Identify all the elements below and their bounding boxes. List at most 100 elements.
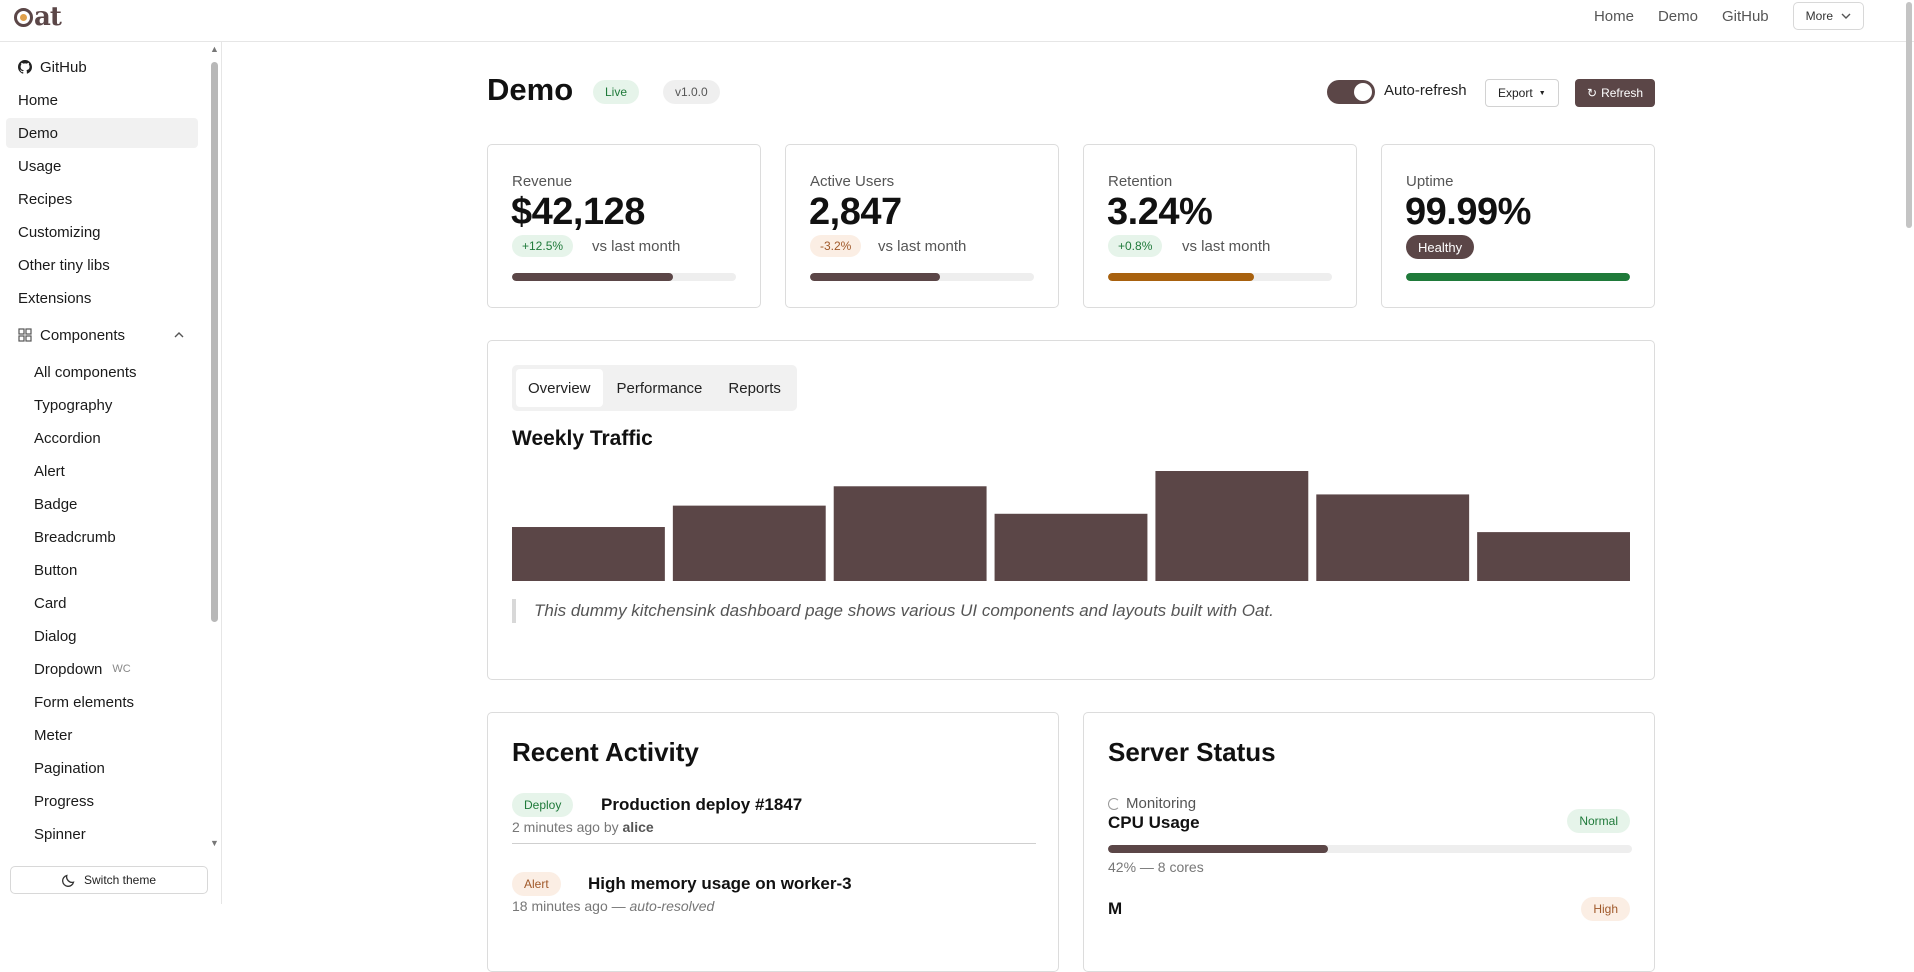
- auto-refresh-label: Auto-refresh: [1384, 82, 1467, 99]
- sidebar-item-other-tiny-libs[interactable]: Other tiny libs: [6, 250, 198, 280]
- export-label: Export: [1498, 86, 1533, 100]
- sidebar-item-usage[interactable]: Usage: [6, 151, 198, 181]
- sidebar-sub-badge[interactable]: Badge: [6, 489, 198, 519]
- export-button[interactable]: Export ▼: [1485, 79, 1559, 107]
- sidebar-item-label: GitHub: [40, 58, 87, 76]
- kpi-value: 99.99%: [1405, 191, 1531, 233]
- sidebar-group-label: Components: [40, 326, 126, 344]
- sidebar-sub-label: Button: [34, 561, 78, 579]
- sidebar-sub-label: Typography: [34, 396, 113, 414]
- sidebar-item-label: Home: [18, 91, 59, 109]
- topnav-github[interactable]: GitHub: [1721, 7, 1769, 25]
- sidebar-item-label: Demo: [18, 124, 59, 142]
- sidebar-sub-card[interactable]: Card: [6, 588, 198, 618]
- kpi-progress: [1108, 273, 1332, 281]
- sidebar-item-customizing[interactable]: Customizing: [6, 217, 198, 247]
- memory-status-badge: High: [1581, 897, 1630, 921]
- tab-reports[interactable]: Reports: [728, 379, 781, 397]
- page-scrollbar[interactable]: [1904, 0, 1914, 904]
- sidebar-sub-typography[interactable]: Typography: [6, 390, 198, 420]
- sidebar-sub-label: Spinner: [34, 825, 86, 843]
- page-scroll-thumb[interactable]: [1906, 2, 1912, 228]
- kpi-progress-fill: [1406, 273, 1630, 281]
- divider: [512, 843, 1036, 844]
- sidebar-list: GitHub Home Demo Usage Recipes Customizi…: [0, 42, 210, 842]
- kpi-progress: [512, 273, 736, 281]
- sidebar-sub-label: Breadcrumb: [34, 528, 116, 546]
- kpi-value: 3.24%: [1107, 191, 1213, 233]
- sidebar-sub-spinner[interactable]: Spinner: [6, 819, 198, 843]
- weekly-traffic-chart: [512, 471, 1630, 581]
- sidebar-sub-label: Alert: [34, 462, 65, 480]
- chart-bar-1: [512, 527, 665, 581]
- kpi-label: Revenue: [512, 173, 573, 190]
- sidebar-item-extensions[interactable]: Extensions: [6, 283, 198, 313]
- kpi-value: $42,128: [511, 191, 645, 233]
- sidebar-sub-button[interactable]: Button: [6, 555, 198, 585]
- sidebar-sub-dropdown[interactable]: Dropdown WC: [6, 654, 198, 684]
- switch-theme-button[interactable]: Switch theme: [10, 866, 208, 894]
- sidebar-item-demo[interactable]: Demo: [6, 118, 198, 148]
- more-dropdown-button[interactable]: More: [1792, 2, 1864, 30]
- sidebar-sub-label: Accordion: [34, 429, 101, 447]
- brand-logo-text: at: [34, 2, 62, 32]
- kpi-delta-badge: +12.5%: [512, 235, 574, 257]
- deploy-badge: Deploy: [512, 793, 574, 817]
- cpu-status-badge: Normal: [1567, 809, 1630, 833]
- sidebar-item-github[interactable]: GitHub: [6, 52, 198, 82]
- wc-tag: WC: [112, 663, 131, 675]
- chart-bar-6: [1316, 494, 1470, 581]
- kpi-label: Uptime: [1406, 173, 1454, 190]
- scroll-down-arrow-icon[interactable]: ▼: [210, 838, 219, 848]
- topnav-home[interactable]: Home: [1593, 7, 1634, 25]
- grid-icon: [18, 328, 32, 342]
- chart-bar-2: [672, 505, 826, 581]
- topnav-demo[interactable]: Demo: [1657, 7, 1698, 25]
- refresh-icon: ↻: [1587, 86, 1598, 100]
- sidebar-sub-accordion[interactable]: Accordion: [6, 423, 198, 453]
- chart-bar-3: [833, 486, 987, 581]
- activity-resolution: auto-resolved: [629, 898, 715, 914]
- top-nav: Home Demo GitHub More: [1594, 0, 1864, 32]
- brand-logo[interactable]: at: [14, 2, 62, 32]
- kpi-delta-badge: +0.8%: [1108, 235, 1163, 257]
- sidebar-sub-breadcrumb[interactable]: Breadcrumb: [6, 522, 198, 552]
- sidebar-sub-pagination[interactable]: Pagination: [6, 753, 198, 783]
- traffic-card: Overview Performance Reports Weekly Traf…: [487, 340, 1655, 680]
- sidebar-sub-form-elements[interactable]: Form elements: [6, 687, 198, 717]
- chevron-down-icon: [1841, 13, 1851, 19]
- activity-title: Production deploy #1847: [601, 795, 803, 814]
- sidebar-item-label: Customizing: [18, 223, 101, 241]
- sidebar-scroll-thumb[interactable]: [211, 62, 218, 622]
- top-bar: at Home Demo GitHub More: [0, 0, 1914, 42]
- sidebar-item-recipes[interactable]: Recipes: [6, 184, 198, 214]
- scroll-up-arrow-icon[interactable]: ▲: [210, 44, 219, 54]
- section-title: Weekly Traffic: [512, 427, 653, 450]
- more-label: More: [1805, 9, 1833, 23]
- kpi-label: Active Users: [810, 173, 895, 190]
- tab-list: Overview Performance Reports: [512, 365, 797, 411]
- tab-performance[interactable]: Performance: [616, 379, 703, 397]
- activity-time: 18 minutes ago —: [512, 898, 630, 914]
- sidebar-sub-dialog[interactable]: Dialog: [6, 621, 198, 651]
- sidebar-scrollbar[interactable]: ▲ ▼: [208, 44, 220, 850]
- version-badge: v1.0.0: [663, 80, 720, 104]
- kpi-progress-fill: [810, 273, 940, 281]
- auto-refresh-toggle[interactable]: [1327, 80, 1375, 104]
- chart-bar-7: [1477, 532, 1630, 581]
- tab-overview[interactable]: Overview: [516, 369, 603, 407]
- sidebar-sub-alert[interactable]: Alert: [6, 456, 198, 486]
- refresh-button[interactable]: ↻ Refresh: [1575, 79, 1656, 107]
- sidebar-item-label: Extensions: [18, 289, 92, 307]
- sidebar-group-components[interactable]: Components: [6, 320, 198, 350]
- sidebar-item-home[interactable]: Home: [6, 85, 198, 115]
- activity-meta: 2 minutes ago by alice: [512, 819, 654, 835]
- activity-user[interactable]: alice: [622, 819, 654, 835]
- kpi-progress-fill: [512, 273, 674, 281]
- sidebar-sub-progress[interactable]: Progress: [6, 786, 198, 816]
- kpi-progress: [810, 273, 1034, 281]
- sidebar-sub-label: Progress: [34, 792, 95, 810]
- sidebar-sub-all-components[interactable]: All components: [6, 357, 198, 387]
- sidebar-sub-meter[interactable]: Meter: [6, 720, 198, 750]
- kpi-value: 2,847: [809, 191, 902, 233]
